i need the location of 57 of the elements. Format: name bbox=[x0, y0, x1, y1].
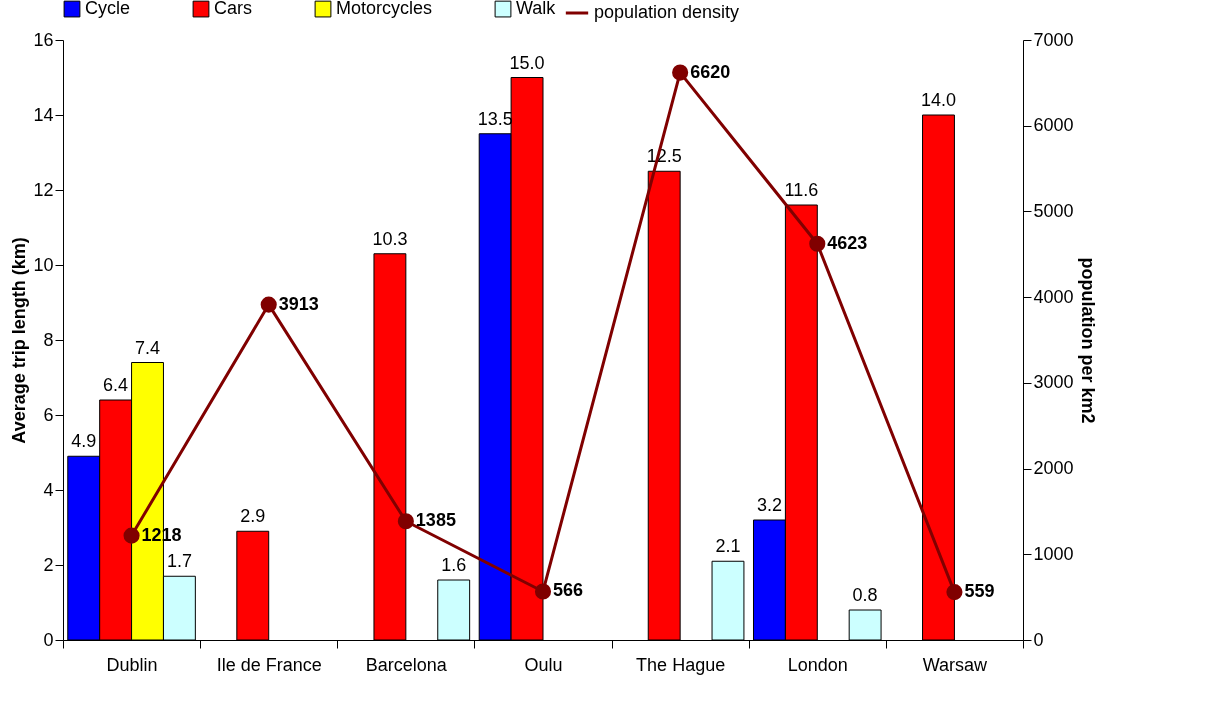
legend-label: Motorcycles bbox=[336, 0, 433, 19]
data-label: 14.0 bbox=[920, 90, 957, 110]
point bbox=[397, 513, 414, 530]
y2-tick-label: 7000 bbox=[1033, 29, 1074, 50]
data-label: 0.8 bbox=[852, 585, 878, 605]
y2-tick-label: 1000 bbox=[1033, 543, 1074, 564]
legend-label: Cycle bbox=[85, 0, 131, 19]
data-label: 1.6 bbox=[441, 555, 467, 575]
point bbox=[672, 64, 689, 81]
legend-label: Cars bbox=[214, 0, 253, 19]
data-label: 559 bbox=[964, 581, 995, 602]
y-tick-label: 0 bbox=[43, 629, 54, 650]
x-tick-label: Warsaw bbox=[922, 654, 989, 675]
y-tick-label: 2 bbox=[43, 554, 54, 575]
x-tick-label: Oulu bbox=[524, 654, 563, 675]
data-label: 4.9 bbox=[71, 431, 97, 452]
x-tick-label: Barcelona bbox=[365, 654, 448, 675]
data-label: 2.1 bbox=[715, 536, 741, 557]
y-tick-label: 14 bbox=[33, 104, 54, 125]
data-label: 6620 bbox=[690, 61, 731, 82]
y2-axis-title: population per km2 bbox=[1077, 257, 1098, 424]
data-label: 3913 bbox=[278, 293, 319, 314]
y-axis-title: Average trip length (km) bbox=[9, 237, 30, 444]
y2-tick-label: 2000 bbox=[1033, 458, 1074, 479]
y2-tick-label: 6000 bbox=[1033, 115, 1074, 136]
data-label: 7.4 bbox=[135, 337, 161, 358]
y-tick-label: 8 bbox=[43, 329, 54, 350]
data-label: 11.6 bbox=[784, 180, 819, 200]
data-label: 3.2 bbox=[756, 495, 782, 515]
y2-tick-label: 3000 bbox=[1033, 372, 1074, 393]
data-label: 1385 bbox=[415, 510, 456, 531]
x-tick-label: Ile de France bbox=[216, 654, 322, 675]
y-tick-label: 12 bbox=[33, 179, 54, 200]
legend-label: population density bbox=[594, 2, 740, 22]
y-tick-label: 16 bbox=[33, 29, 54, 50]
y-tick-label: 6 bbox=[43, 404, 54, 425]
y2-tick-label: 5000 bbox=[1033, 200, 1074, 221]
x-tick-label: Dublin bbox=[106, 654, 158, 675]
y2-tick-label: 4000 bbox=[1033, 286, 1074, 307]
x-tick-label: London bbox=[787, 654, 848, 675]
data-label: 6.4 bbox=[103, 375, 129, 395]
y-tick-label: 10 bbox=[33, 254, 54, 275]
x-tick-label: The Hague bbox=[636, 654, 726, 675]
point bbox=[260, 296, 277, 313]
data-label: 10.3 bbox=[372, 228, 408, 249]
point bbox=[123, 527, 140, 544]
y-tick-label: 4 bbox=[43, 479, 54, 500]
data-label: 566 bbox=[553, 580, 584, 601]
legend-label: Walk bbox=[516, 0, 557, 19]
data-label: 4623 bbox=[827, 232, 868, 253]
data-label: 15.0 bbox=[509, 52, 545, 73]
data-label: 1.7 bbox=[166, 551, 192, 572]
point bbox=[534, 583, 552, 600]
data-label: 2.9 bbox=[240, 506, 266, 527]
point bbox=[809, 235, 826, 252]
y2-tick-label: 0 bbox=[1033, 629, 1044, 650]
point bbox=[946, 584, 963, 601]
